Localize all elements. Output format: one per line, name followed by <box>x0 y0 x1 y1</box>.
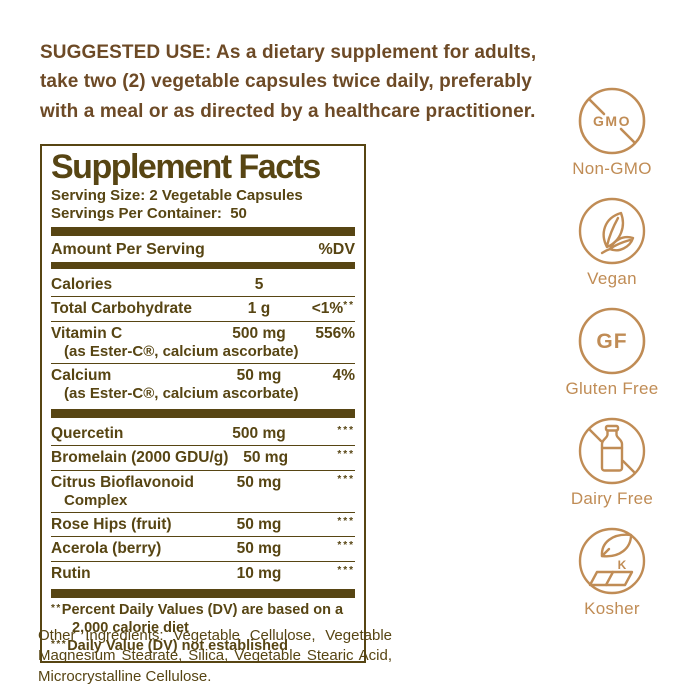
certification-badges: GMO Non-GMO Vegan GF Gluten Free <box>556 85 668 635</box>
nutrient-dv: *** <box>299 565 355 583</box>
dv-asterisks: ** <box>343 300 355 312</box>
nutrient-name: Quercetin <box>51 424 124 442</box>
nutrient-name: Bromelain (2000 GDU/g) <box>51 449 229 467</box>
other-ingredients-text: Other Ingredients: Vegetable Cellulose, … <box>38 627 392 685</box>
nutrient-name: Acerola (berry) <box>51 540 162 558</box>
dv-asterisks: *** <box>337 515 355 527</box>
nutrient-name: Rutin <box>51 564 91 582</box>
nutrient-name: Citrus Bioflavonoid <box>51 473 194 491</box>
amount-per-serving-label: Amount Per Serving <box>51 240 205 258</box>
facts-header-row: Amount Per Serving %DV <box>51 240 355 259</box>
badge-vegan: Vegan <box>576 195 648 305</box>
dv-label: %DV <box>318 240 355 258</box>
badge-label-gluten-free: Gluten Free <box>565 379 659 398</box>
nutrient-row: Total Carbohydrate 1 g <1%** <box>51 296 355 321</box>
non-gmo-icon: GMO <box>578 87 646 155</box>
nutrient-row: Bromelain (2000 GDU/g) 50 mg *** <box>51 445 355 470</box>
nutrient-dv: *** <box>299 540 355 558</box>
dv-asterisks: *** <box>337 473 355 485</box>
nutrient-name: Calcium <box>51 366 112 384</box>
nutrient-amount: 50 mg <box>236 366 282 384</box>
nutrient-amount: 1 g <box>247 300 271 318</box>
badge-label-dairy-free: Dairy Free <box>570 489 654 508</box>
nutrient-name: Rose Hips (fruit) <box>51 515 172 533</box>
nutrient-row: Rutin 10 mg *** <box>51 560 355 586</box>
nutrient-amount: 50 mg <box>236 515 282 533</box>
nutrient-dv: *** <box>299 474 355 492</box>
vegan-leaf-icon <box>578 197 646 265</box>
serving-size: Serving Size: 2 Vegetable Capsules <box>51 187 303 205</box>
nutrient-amount: 50 mg <box>236 473 282 491</box>
nutrient-dv: *** <box>299 516 355 534</box>
dv-asterisks: *** <box>337 449 355 461</box>
section-divider-bar <box>51 408 355 418</box>
nutrient-source-note: (as Ester-C®, calcium ascorbate) <box>64 342 299 360</box>
dairy-free-milk-bottle-icon <box>578 417 646 485</box>
divider-bar <box>51 589 355 599</box>
k-glyph: K <box>618 558 627 572</box>
badge-label-vegan: Vegan <box>587 269 637 288</box>
servings-per-container: Servings Per Container: 50 <box>51 205 247 223</box>
badge-kosher: K Kosher <box>576 525 648 635</box>
dv-asterisks: *** <box>337 540 355 552</box>
kosher-icon: K <box>578 527 646 595</box>
nutrient-amount: 10 mg <box>236 564 282 582</box>
footnote-text: Daily Value (DV) not established <box>67 637 288 654</box>
badge-non-gmo: GMO Non-GMO <box>572 85 652 195</box>
dv-asterisks: *** <box>337 424 355 436</box>
footnotes: **Percent Daily Values (DV) are based on… <box>51 602 355 655</box>
nutrient-row: Calcium 50 mg 4% (as Ester-C®, calcium asco… <box>51 362 355 405</box>
nutrient-row: Calories 5 <box>51 273 355 297</box>
nutrient-amount: 50 mg <box>236 540 282 558</box>
badge-gluten-free: GF Gluten Free <box>565 305 658 415</box>
footnote-text: Percent Daily Values (DV) are based on a… <box>61 602 344 636</box>
nutrient-row: Rose Hips (fruit) 50 mg *** <box>51 511 355 537</box>
nutrient-dv: 556% <box>315 324 355 342</box>
nutrient-amount: 500 mg <box>232 424 286 442</box>
divider-bar <box>51 226 355 236</box>
supplement-facts-title: Supplement Facts <box>51 148 321 186</box>
footnote-not-established: ***Daily Value (DV) not established <box>51 638 355 656</box>
nutrient-amount: 500 mg <box>232 324 286 342</box>
divider-bar <box>51 261 355 269</box>
nutrient-amount: 5 <box>254 275 264 293</box>
badge-label-kosher: Kosher <box>584 599 640 618</box>
nutrient-dv: *** <box>303 449 355 467</box>
badge-label-non-gmo: Non-GMO <box>572 159 652 178</box>
nutrient-dv: 4% <box>332 366 355 384</box>
dv-asterisks: *** <box>337 564 355 576</box>
nutrient-row: Quercetin 500 mg *** <box>51 422 355 446</box>
badge-dairy-free: Dairy Free <box>571 415 653 525</box>
gf-glyph: GF <box>596 330 627 353</box>
nutrient-dv: <1%** <box>311 300 355 318</box>
facts-rows: Calories 5 Total Carbohydrate 1 g <1%** Vitam… <box>51 273 355 586</box>
nutrient-name: Calories <box>51 275 113 293</box>
nutrient-row: Citrus Bioflavonoid 50 mg *** Complex <box>51 469 355 512</box>
nutrient-name-line2: Complex <box>64 491 128 509</box>
nutrient-source-note: (as Ester-C®, calcium ascorbate) <box>64 384 299 402</box>
gluten-free-icon: GF <box>578 307 646 375</box>
footnote-asterisks: ** <box>51 603 62 615</box>
footnote-dv: **Percent Daily Values (DV) are based on… <box>51 602 355 637</box>
suggested-use-text: SUGGESTED USE: As a dietary supplement f… <box>40 42 537 122</box>
nutrient-name: Total Carbohydrate <box>51 300 192 318</box>
nutrient-row: Acerola (berry) 50 mg *** <box>51 536 355 561</box>
nutrient-name: Vitamin C <box>51 324 123 342</box>
supplement-facts-panel: Supplement Facts Serving Size: 2 Vegetab… <box>40 144 366 664</box>
nutrient-dv: *** <box>299 425 355 443</box>
nutrient-row: Vitamin C 500 mg 556% (as Ester-C®, calcium… <box>51 320 355 363</box>
gmo-glyph: GMO <box>593 113 631 129</box>
footnote-asterisks: *** <box>51 638 68 650</box>
nutrient-amount: 50 mg <box>243 449 289 467</box>
